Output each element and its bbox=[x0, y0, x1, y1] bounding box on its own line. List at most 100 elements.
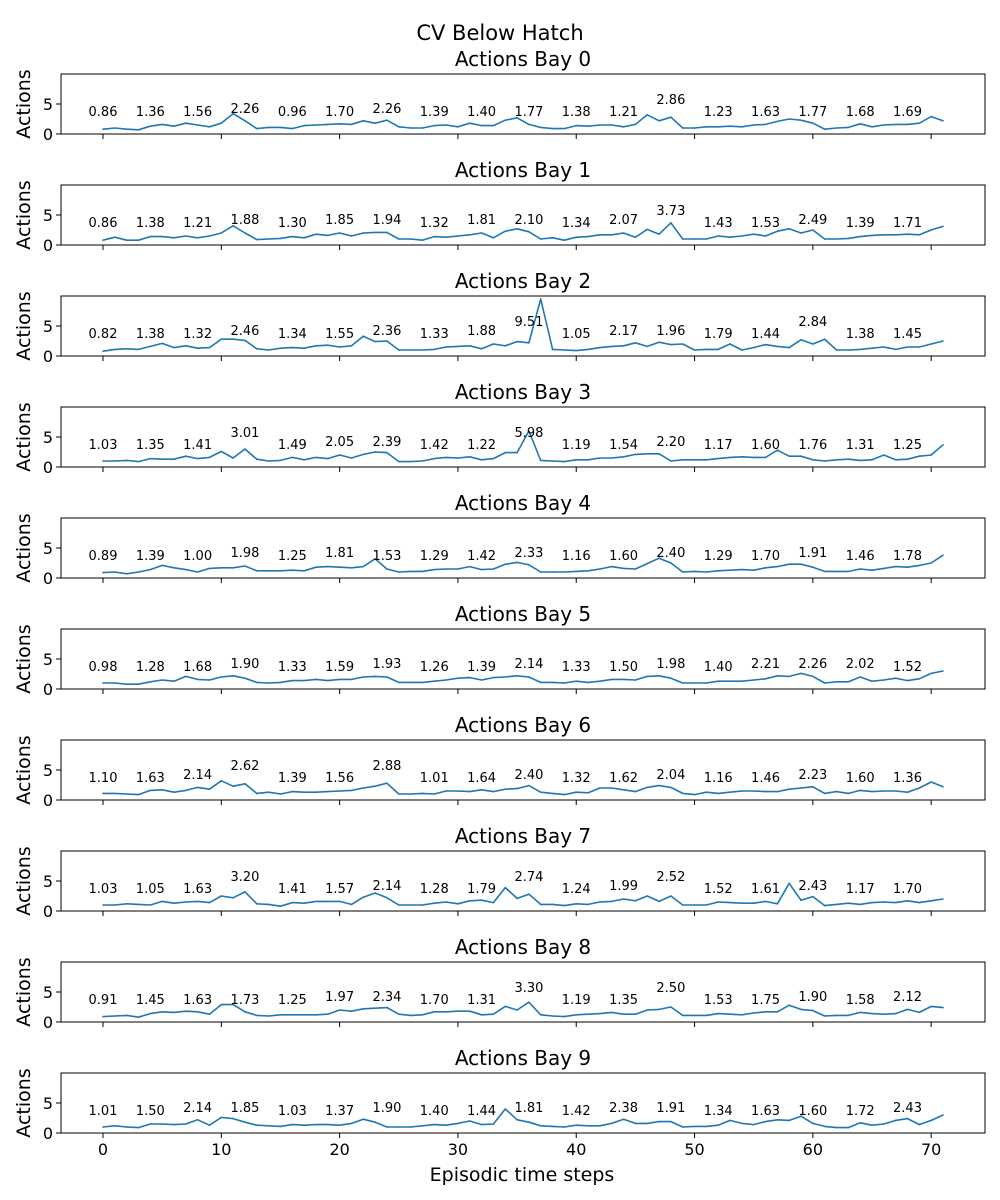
data-point bbox=[244, 339, 246, 342]
data-point bbox=[871, 126, 873, 128]
data-point bbox=[161, 1123, 163, 1125]
data-point bbox=[693, 238, 696, 240]
data-point bbox=[504, 788, 507, 790]
data-point bbox=[894, 677, 897, 679]
data-point bbox=[563, 349, 566, 351]
data-label: 1.56 bbox=[183, 105, 212, 120]
data-point bbox=[386, 568, 388, 570]
data-point bbox=[469, 1010, 471, 1012]
data-point bbox=[906, 1008, 909, 1011]
data-point bbox=[705, 682, 708, 684]
data-point bbox=[161, 900, 163, 903]
data-point bbox=[835, 349, 838, 351]
data-label: 1.93 bbox=[372, 657, 401, 672]
data-point bbox=[255, 238, 258, 241]
data-point bbox=[551, 1125, 554, 1128]
data-point bbox=[220, 567, 223, 569]
data-point bbox=[232, 225, 234, 227]
data-point bbox=[906, 233, 909, 235]
data-label: 1.19 bbox=[562, 993, 591, 1008]
data-point bbox=[492, 568, 495, 570]
data-point bbox=[149, 681, 152, 683]
data-label: 1.81 bbox=[467, 213, 496, 228]
data-point bbox=[114, 682, 116, 684]
data-point bbox=[255, 1014, 258, 1017]
data-label: 1.40 bbox=[420, 1104, 449, 1119]
data-point bbox=[551, 571, 554, 573]
data-point bbox=[646, 562, 648, 565]
data-point bbox=[398, 904, 400, 906]
data-label: 1.43 bbox=[704, 216, 733, 231]
data-point bbox=[327, 1123, 329, 1126]
data-label: 1.03 bbox=[89, 438, 118, 453]
data-point bbox=[942, 444, 944, 446]
data-point bbox=[137, 1016, 140, 1018]
subplot-title: Actions Bay 3 bbox=[455, 380, 591, 404]
data-point bbox=[433, 348, 436, 351]
data-point bbox=[457, 345, 459, 348]
data-point bbox=[599, 234, 601, 236]
data-point bbox=[622, 567, 625, 570]
data-label: 2.62 bbox=[230, 759, 259, 774]
data-point bbox=[267, 570, 270, 572]
data-point bbox=[244, 1121, 246, 1123]
y-tick-label: 0 bbox=[43, 125, 53, 144]
data-point bbox=[658, 557, 660, 559]
data-label: 1.57 bbox=[325, 882, 354, 897]
data-point bbox=[823, 1125, 826, 1128]
data-point bbox=[208, 1124, 211, 1126]
data-point bbox=[504, 345, 507, 347]
data-label: 2.17 bbox=[609, 324, 638, 339]
subplot-title: Actions Bay 5 bbox=[455, 602, 591, 626]
x-tick-label: 70 bbox=[921, 1140, 941, 1159]
data-point bbox=[362, 1008, 365, 1010]
data-point bbox=[859, 123, 861, 125]
data-point bbox=[717, 1012, 719, 1015]
data-point bbox=[776, 903, 779, 905]
subplot-bay-7: Actions Bay 7 Actions 0 5 1.03 1.05 1.63 3.20 1.… bbox=[13, 824, 986, 921]
data-label: 1.90 bbox=[798, 990, 827, 1005]
data-point bbox=[125, 239, 128, 241]
data-point bbox=[279, 793, 282, 795]
data-point bbox=[776, 345, 779, 348]
data-point bbox=[717, 348, 719, 351]
data-point bbox=[894, 565, 897, 568]
x-tick-label: 10 bbox=[211, 1140, 231, 1159]
series-line bbox=[103, 670, 944, 686]
data-point bbox=[741, 1122, 743, 1125]
data-point bbox=[539, 298, 542, 300]
data-point bbox=[575, 1014, 577, 1016]
y-tick-label: 0 bbox=[43, 569, 53, 588]
data-point bbox=[918, 346, 921, 348]
data-point bbox=[634, 1013, 637, 1015]
series-line bbox=[102, 1001, 944, 1019]
y-tick-label: 5 bbox=[43, 428, 53, 447]
data-point bbox=[670, 677, 672, 679]
data-point bbox=[208, 679, 211, 681]
data-point bbox=[350, 1010, 353, 1012]
data-point bbox=[930, 343, 932, 345]
data-point bbox=[291, 235, 294, 238]
data-point bbox=[469, 565, 471, 568]
data-label: 1.53 bbox=[704, 993, 733, 1008]
data-point bbox=[871, 1124, 873, 1126]
data-point bbox=[764, 343, 767, 346]
data-point bbox=[599, 124, 601, 126]
data-label: 1.53 bbox=[372, 549, 401, 564]
data-point bbox=[681, 1126, 684, 1128]
data-point bbox=[480, 568, 483, 571]
data-point bbox=[350, 235, 353, 237]
data-point bbox=[386, 897, 388, 899]
data-point bbox=[575, 236, 577, 238]
data-label: 1.81 bbox=[514, 1101, 543, 1116]
data-label: 1.53 bbox=[751, 216, 780, 231]
data-point bbox=[752, 346, 755, 349]
data-point bbox=[871, 347, 873, 350]
data-point bbox=[255, 792, 258, 795]
y-axis-label: Actions bbox=[13, 291, 35, 360]
data-point bbox=[208, 567, 211, 570]
subplots: Actions Bay 0 Actions 0 5 0.86 1.36 1.56 2.26 0.… bbox=[13, 47, 986, 1159]
data-point bbox=[232, 457, 234, 459]
data-point bbox=[480, 1123, 483, 1126]
data-point bbox=[362, 787, 365, 789]
